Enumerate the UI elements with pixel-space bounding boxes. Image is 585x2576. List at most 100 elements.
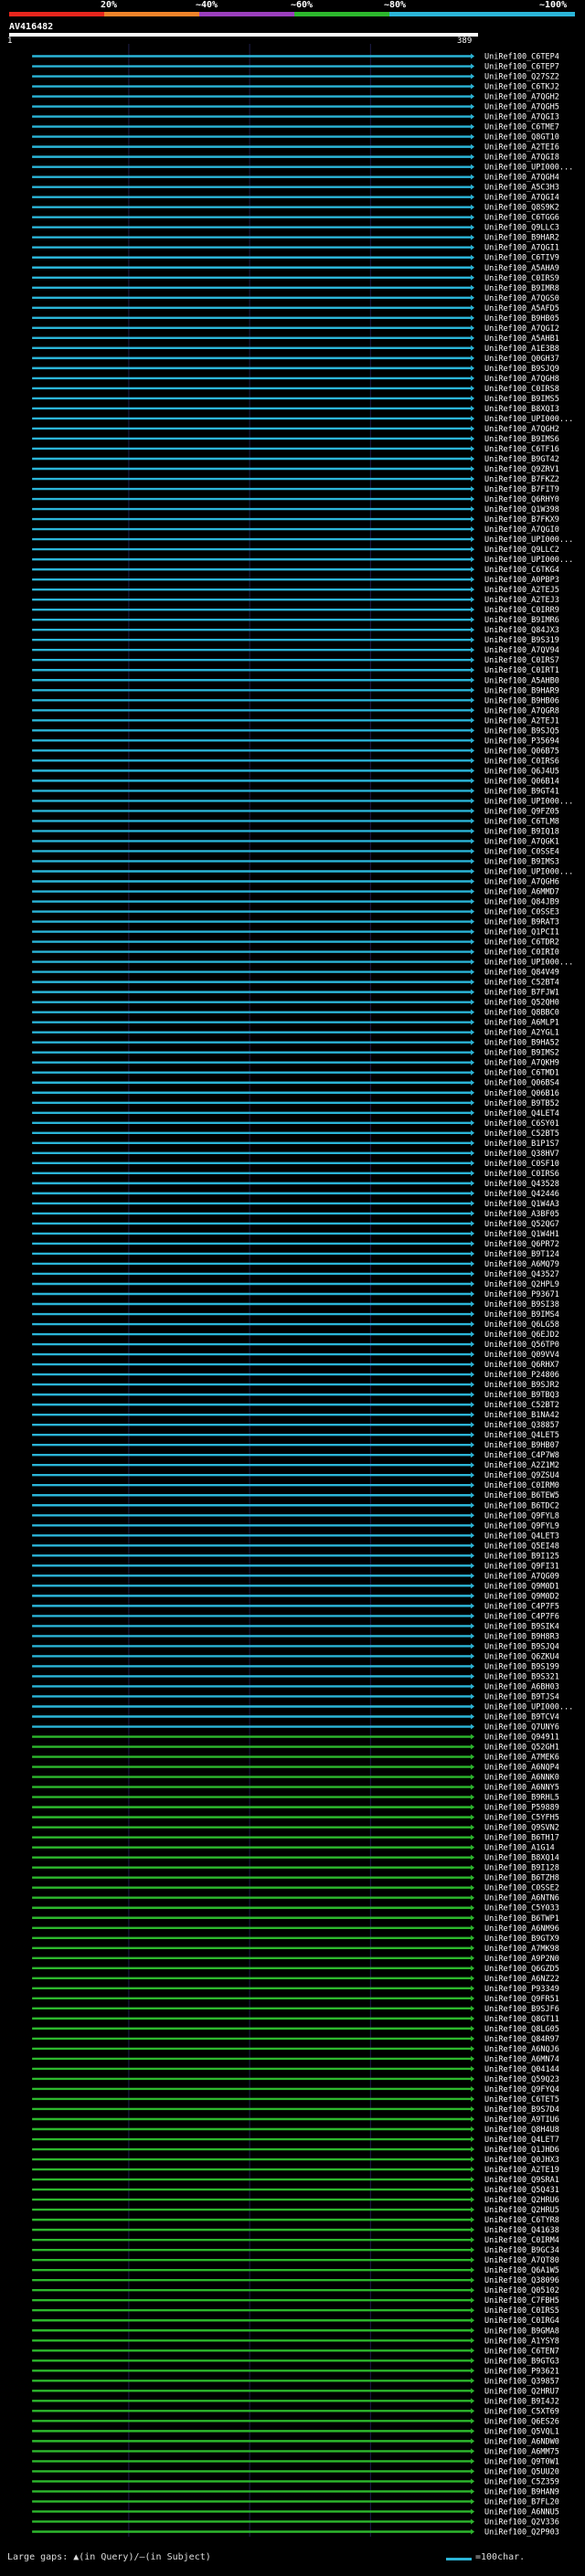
hit-label[interactable]: UniRef100_P35694 <box>484 737 559 746</box>
hit-label[interactable]: UniRef100_B6TEW5 <box>484 1491 559 1500</box>
hit-label[interactable]: UniRef100_Q43527 <box>484 1270 559 1279</box>
hit-label[interactable]: UniRef100_B9IMS4 <box>484 1310 559 1320</box>
hit-label[interactable]: UniRef100_A6NZ22 <box>484 1975 559 1984</box>
hit-label[interactable]: UniRef100_C6TEN7 <box>484 2347 559 2356</box>
hit-label[interactable]: UniRef100_Q2HRU5 <box>484 2206 559 2215</box>
hit-label[interactable]: UniRef100_Q0GH37 <box>484 355 559 364</box>
hit-label[interactable]: UniRef100_C0IRS6 <box>484 1170 559 1179</box>
hit-label[interactable]: UniRef100_Q6EJD2 <box>484 1330 559 1340</box>
hit-label[interactable]: UniRef100_Q2HRU6 <box>484 2196 559 2205</box>
hit-label[interactable]: UniRef100_Q6A1W5 <box>484 2266 559 2275</box>
hit-label[interactable]: UniRef100_A7QGI3 <box>484 113 559 122</box>
hit-label[interactable]: UniRef100_B7FL20 <box>484 2497 559 2507</box>
hit-label[interactable]: UniRef100_Q9T0W1 <box>484 2457 559 2466</box>
hit-label[interactable]: UniRef100_C0IRS7 <box>484 656 559 665</box>
hit-label[interactable]: UniRef100_Q4LET4 <box>484 1109 559 1118</box>
hit-label[interactable]: UniRef100_C6TMD1 <box>484 1069 559 1078</box>
hit-label[interactable]: UniRef100_B9HAR2 <box>484 234 559 243</box>
hit-label[interactable]: UniRef100_A2TEJ3 <box>484 596 559 605</box>
hit-label[interactable]: UniRef100_Q59Q23 <box>484 2075 559 2084</box>
hit-label[interactable]: UniRef100_A7QKH9 <box>484 1059 559 1068</box>
hit-label[interactable]: UniRef100_UPI000... <box>484 797 573 806</box>
hit-label[interactable]: UniRef100_A5C3H3 <box>484 184 559 193</box>
hit-label[interactable]: UniRef100_C5Z359 <box>484 2477 559 2486</box>
hit-label[interactable]: UniRef100_Q4LET7 <box>484 2136 559 2145</box>
hit-label[interactable]: UniRef100_B9GT42 <box>484 455 559 464</box>
hit-label[interactable]: UniRef100_A7MEK6 <box>484 1754 559 1763</box>
hit-label[interactable]: UniRef100_B9S199 <box>484 1662 559 1671</box>
hit-label[interactable]: UniRef100_Q5VQL1 <box>484 2427 559 2436</box>
hit-label[interactable]: UniRef100_B9SJQ5 <box>484 726 559 736</box>
hit-label[interactable]: UniRef100_A3BF05 <box>484 1210 559 1219</box>
hit-label[interactable]: UniRef100_A6NTN6 <box>484 1894 559 1903</box>
hit-label[interactable]: UniRef100_UPI000... <box>484 164 573 173</box>
hit-label[interactable]: UniRef100_B9S319 <box>484 636 559 645</box>
hit-label[interactable]: UniRef100_A5AHB0 <box>484 676 559 685</box>
hit-label[interactable]: UniRef100_P59889 <box>484 1804 559 1813</box>
hit-label[interactable]: UniRef100_B6TH17 <box>484 1834 559 1843</box>
hit-label[interactable]: UniRef100_A7MK98 <box>484 1945 559 1954</box>
hit-label[interactable]: UniRef100_A6MMD7 <box>484 888 559 897</box>
hit-label[interactable]: UniRef100_C7FBH5 <box>484 2296 559 2306</box>
hit-label[interactable]: UniRef100_Q52QG7 <box>484 1220 559 1229</box>
hit-label[interactable]: UniRef100_A5AHA9 <box>484 264 559 273</box>
hit-label[interactable]: UniRef100_C5XT69 <box>484 2407 559 2416</box>
hit-label[interactable]: UniRef100_Q9FZ05 <box>484 807 559 816</box>
hit-label[interactable]: UniRef100_A6MLP1 <box>484 1019 559 1028</box>
hit-label[interactable]: UniRef100_B9SJQ9 <box>484 365 559 374</box>
hit-label[interactable]: UniRef100_C0IRM0 <box>484 1481 559 1490</box>
hit-label[interactable]: UniRef100_C52BT4 <box>484 979 559 988</box>
hit-label[interactable]: UniRef100_B9GT41 <box>484 787 559 796</box>
hit-label[interactable]: UniRef100_A0PBP3 <box>484 576 559 585</box>
hit-label[interactable]: UniRef100_A6NNU5 <box>484 2507 559 2517</box>
hit-label[interactable]: UniRef100_C5Y033 <box>484 1904 559 1913</box>
hit-label[interactable]: UniRef100_B9HB05 <box>484 314 559 323</box>
hit-label[interactable]: UniRef100_Q9LLC2 <box>484 546 559 555</box>
hit-label[interactable]: UniRef100_C0IRS9 <box>484 274 559 283</box>
hit-label[interactable]: UniRef100_Q06B16 <box>484 1089 559 1098</box>
hit-label[interactable]: UniRef100_A2TEI6 <box>484 143 559 153</box>
hit-label[interactable]: UniRef100_B9SJQ4 <box>484 1642 559 1651</box>
hit-label[interactable]: UniRef100_Q38857 <box>484 1421 559 1430</box>
hit-label[interactable]: UniRef100_Q8S9K2 <box>484 204 559 213</box>
hit-label[interactable]: UniRef100_C6TEP7 <box>484 63 559 72</box>
hit-label[interactable]: UniRef100_A9P2N0 <box>484 1955 559 1964</box>
hit-label[interactable]: UniRef100_UPI000... <box>484 959 573 968</box>
hit-label[interactable]: UniRef100_A1YSY8 <box>484 2337 559 2346</box>
hit-label[interactable]: UniRef100_Q6ZKU4 <box>484 1652 559 1661</box>
hit-label[interactable]: UniRef100_B9IMS3 <box>484 857 559 866</box>
hit-label[interactable]: UniRef100_A7QGR8 <box>484 706 559 716</box>
hit-label[interactable]: UniRef100_Q4LET3 <box>484 1532 559 1541</box>
hit-label[interactable]: UniRef100_C0IRS8 <box>484 385 559 394</box>
hit-label[interactable]: UniRef100_A2Z1M2 <box>484 1461 559 1470</box>
hit-label[interactable]: UniRef100_B9HB07 <box>484 1441 559 1450</box>
hit-label[interactable]: UniRef100_Q9LLC3 <box>484 224 559 233</box>
hit-label[interactable]: UniRef100_A7QGI1 <box>484 244 559 253</box>
hit-label[interactable]: UniRef100_UPI000... <box>484 556 573 565</box>
hit-label[interactable]: UniRef100_Q38096 <box>484 2276 559 2285</box>
hit-label[interactable]: UniRef100_Q8H4U8 <box>484 2125 559 2135</box>
hit-label[interactable]: UniRef100_Q9ZSU4 <box>484 1471 559 1480</box>
hit-label[interactable]: UniRef100_C5YFH5 <box>484 1814 559 1823</box>
hit-label[interactable]: UniRef100_Q9FYL8 <box>484 1511 559 1521</box>
hit-label[interactable]: UniRef100_A5AFD5 <box>484 304 559 313</box>
hit-label[interactable]: UniRef100_A7QGI8 <box>484 154 559 163</box>
hit-label[interactable]: UniRef100_C6TF16 <box>484 445 559 454</box>
hit-label[interactable]: UniRef100_A7QGH2 <box>484 425 559 434</box>
hit-label[interactable]: UniRef100_B7FKZ2 <box>484 475 559 484</box>
hit-label[interactable]: UniRef100_B9GC34 <box>484 2246 559 2255</box>
hit-label[interactable]: UniRef100_B9SJF6 <box>484 2005 559 2014</box>
hit-label[interactable]: UniRef100_B7FIT9 <box>484 485 559 494</box>
hit-label[interactable]: UniRef100_C0IRG4 <box>484 2316 559 2326</box>
hit-label[interactable]: UniRef100_Q84JX3 <box>484 626 559 635</box>
hit-label[interactable]: UniRef100_Q6GZD5 <box>484 1965 559 1974</box>
hit-label[interactable]: UniRef100_B9RAT3 <box>484 918 559 928</box>
hit-label[interactable]: UniRef100_A6MM75 <box>484 2447 559 2456</box>
hit-label[interactable]: UniRef100_B9SJR2 <box>484 1381 559 1390</box>
hit-label[interactable]: UniRef100_P24806 <box>484 1371 559 1380</box>
hit-label[interactable]: UniRef100_Q41638 <box>484 2226 559 2235</box>
hit-label[interactable]: UniRef100_UPI000... <box>484 415 573 424</box>
hit-label[interactable]: UniRef100_C0IRM4 <box>484 2236 559 2245</box>
hit-label[interactable]: UniRef100_A1G14 <box>484 1844 555 1853</box>
hit-label[interactable]: UniRef100_C4P7F6 <box>484 1612 559 1621</box>
